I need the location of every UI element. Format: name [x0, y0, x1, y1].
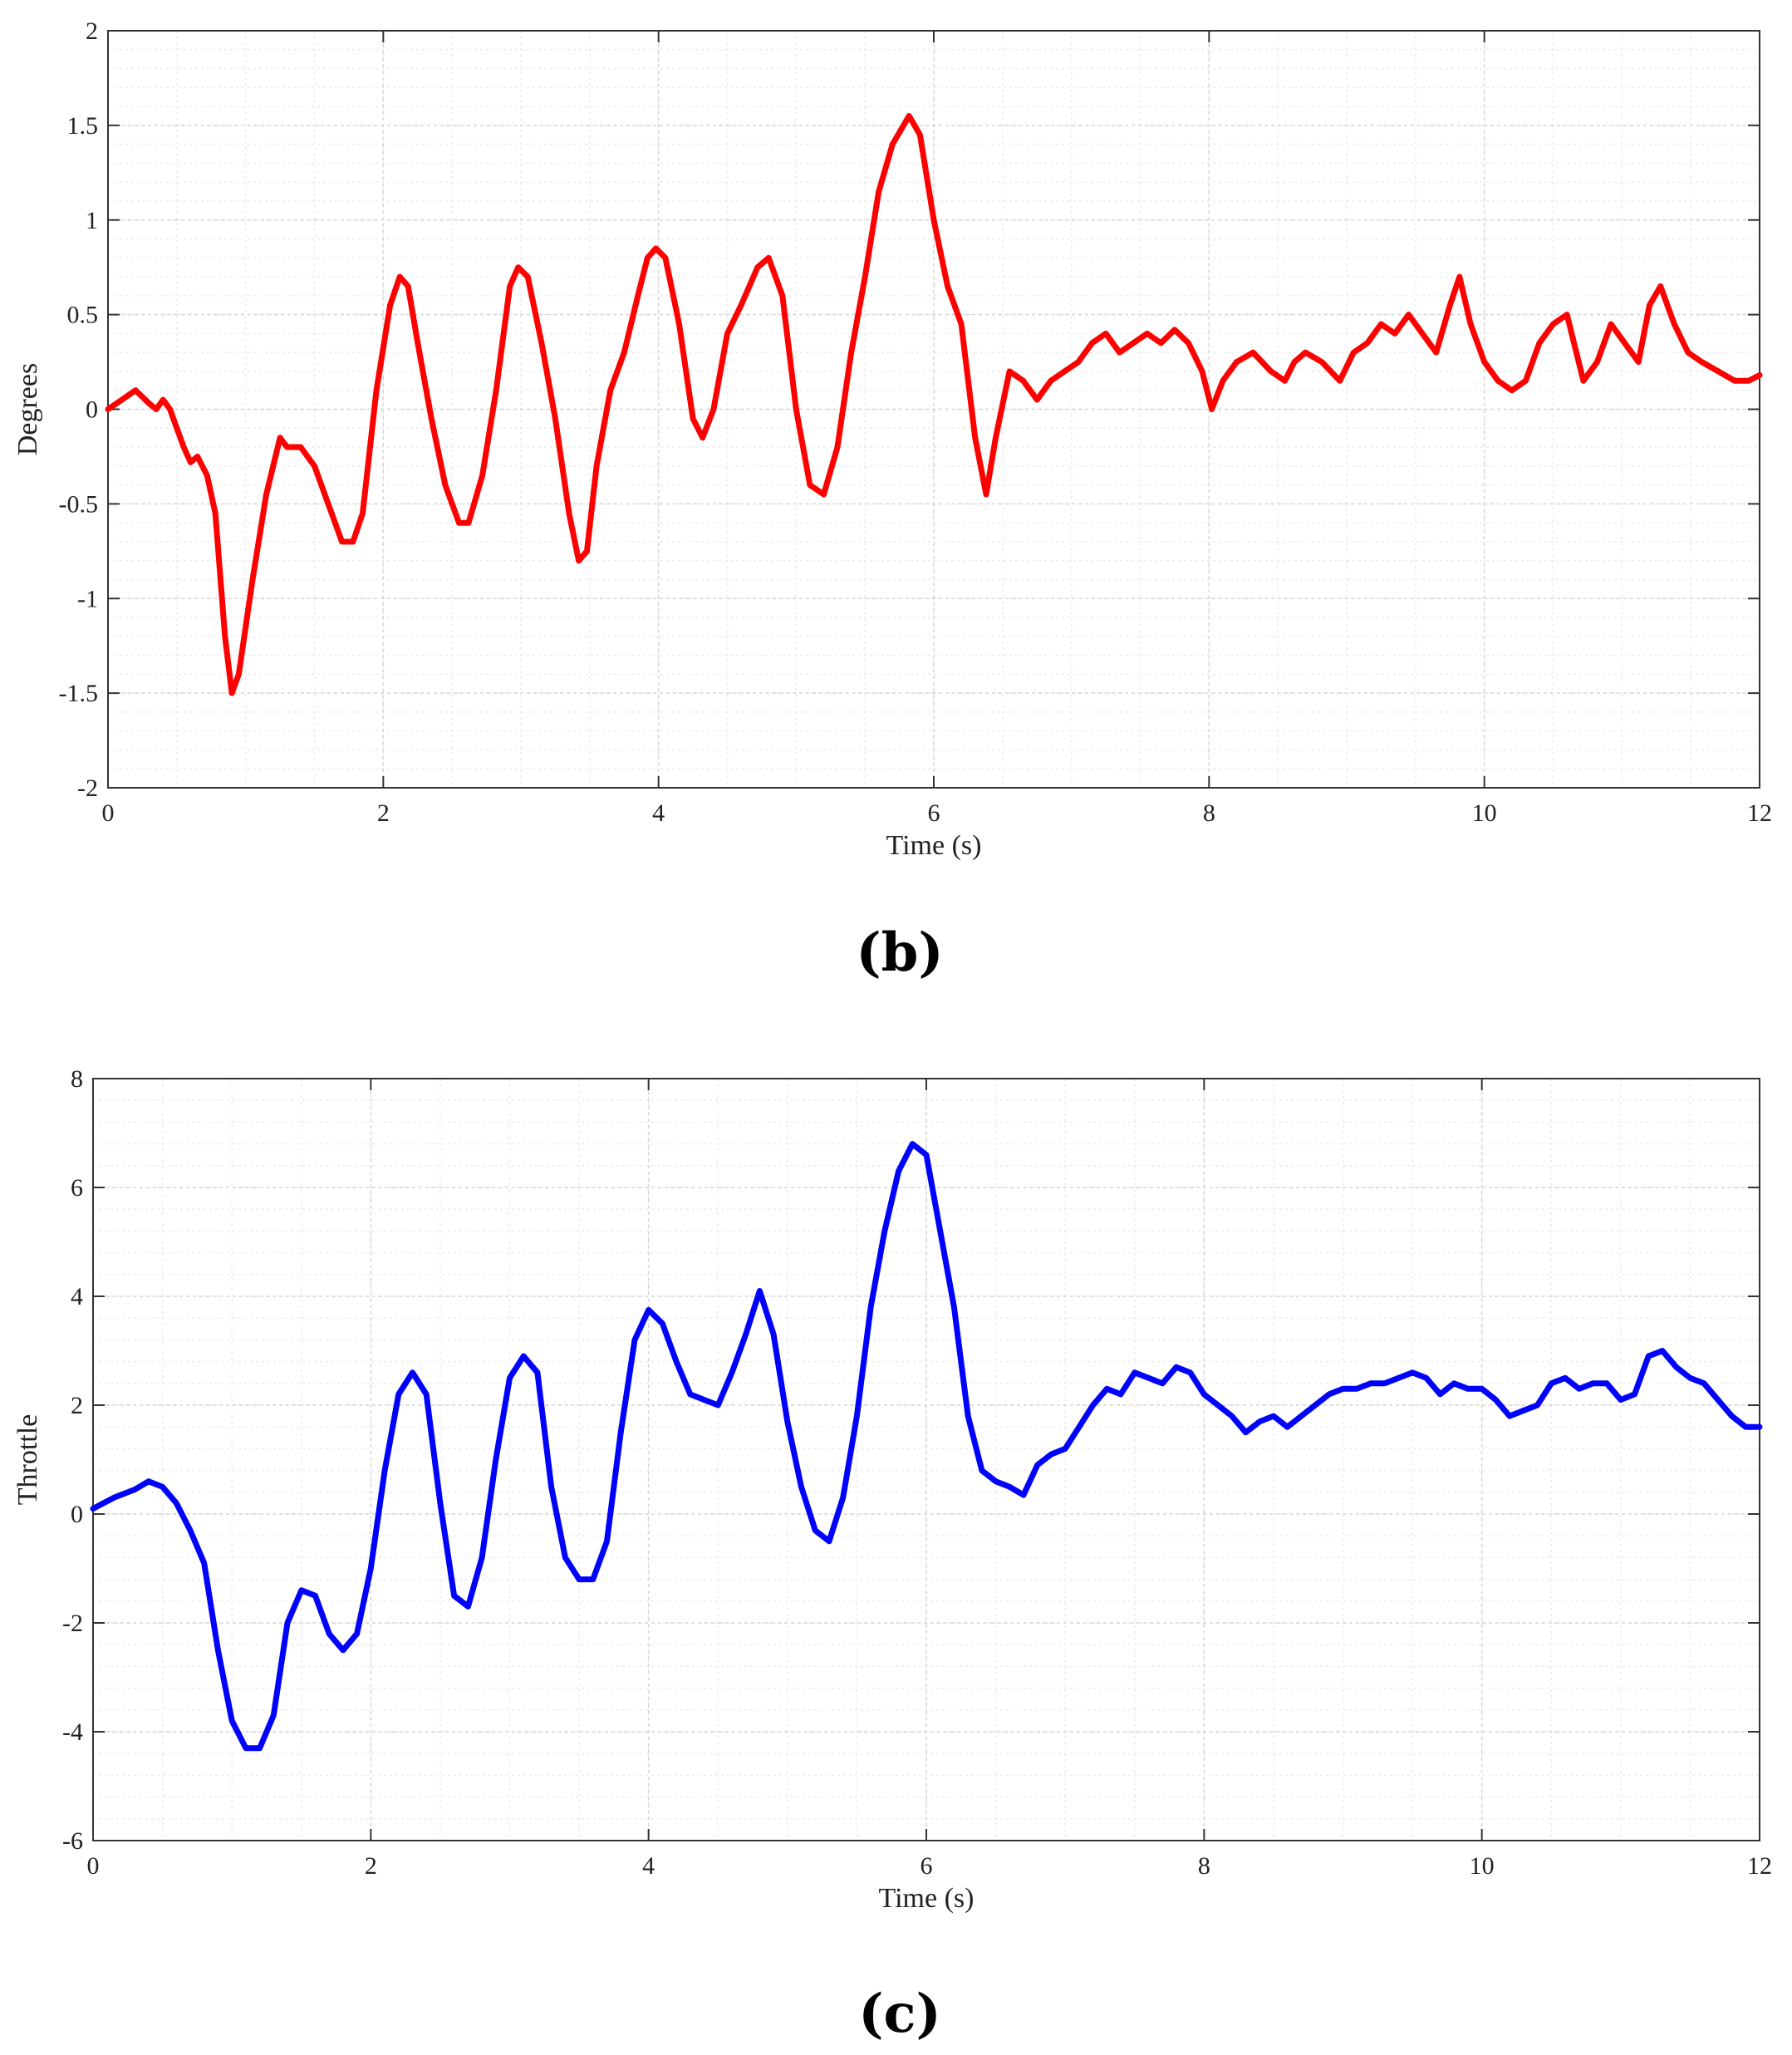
y-axis-label: Throttle	[12, 1414, 43, 1506]
y-tick-label: 1	[86, 207, 98, 234]
panel-label-b: (b)	[856, 922, 943, 984]
x-tick-label: 4	[642, 1852, 655, 1880]
series-line	[90, 1141, 1763, 1752]
y-tick-label: -1.5	[59, 680, 99, 707]
y-tick-label: 6	[71, 1174, 83, 1202]
x-tick-label: 0	[87, 1852, 100, 1880]
series-line	[105, 113, 1763, 696]
y-tick-label: -2	[62, 1610, 83, 1637]
y-tick-label: 2	[71, 1392, 83, 1419]
chart-b: 0 2 4 6 8 10 12 -2 -1.5 -1 -0.5 0 0.5 1 1.5 2 Time (s) De…	[12, 17, 1772, 861]
x-tick-label: 10	[1472, 799, 1497, 827]
x-axis-label: Time (s)	[886, 830, 982, 861]
y-tick-label: 2	[86, 17, 98, 45]
y-tick-label: 0	[71, 1501, 83, 1528]
y-tick-label: 4	[71, 1283, 83, 1310]
chart-c: 0 2 4 6 8 10 12 -6 -4 -2 0 2 4 6 8 Time (s) Throttle	[12, 1065, 1772, 1914]
y-tick-label: 0	[86, 396, 98, 424]
y-tick-label: -2	[77, 774, 98, 802]
x-tick-label: 12	[1747, 1852, 1772, 1880]
y-tick-label: -1	[77, 585, 98, 612]
y-tick-label: -6	[62, 1827, 83, 1855]
y-tick-label: 0.5	[67, 302, 99, 329]
x-tick-label: 12	[1747, 799, 1772, 827]
x-axis-label: Time (s)	[879, 1883, 975, 1914]
panel-label-c: (c)	[858, 1983, 941, 2045]
y-tick-label: 8	[71, 1065, 83, 1093]
x-tick-label: 4	[652, 799, 665, 827]
x-tick-label: 2	[365, 1852, 377, 1880]
y-axis-label: Degrees	[12, 363, 43, 455]
y-tick-label: -0.5	[59, 490, 99, 518]
x-tick-label: 10	[1470, 1852, 1495, 1880]
y-tick-label: -4	[62, 1718, 83, 1746]
x-tick-label: 8	[1203, 799, 1215, 827]
y-tick-label: 1.5	[67, 112, 99, 140]
x-tick-label: 0	[102, 799, 115, 827]
x-tick-label: 8	[1198, 1852, 1210, 1880]
x-tick-label: 6	[928, 799, 940, 827]
x-tick-label: 6	[921, 1852, 933, 1880]
x-tick-label: 2	[377, 799, 390, 827]
